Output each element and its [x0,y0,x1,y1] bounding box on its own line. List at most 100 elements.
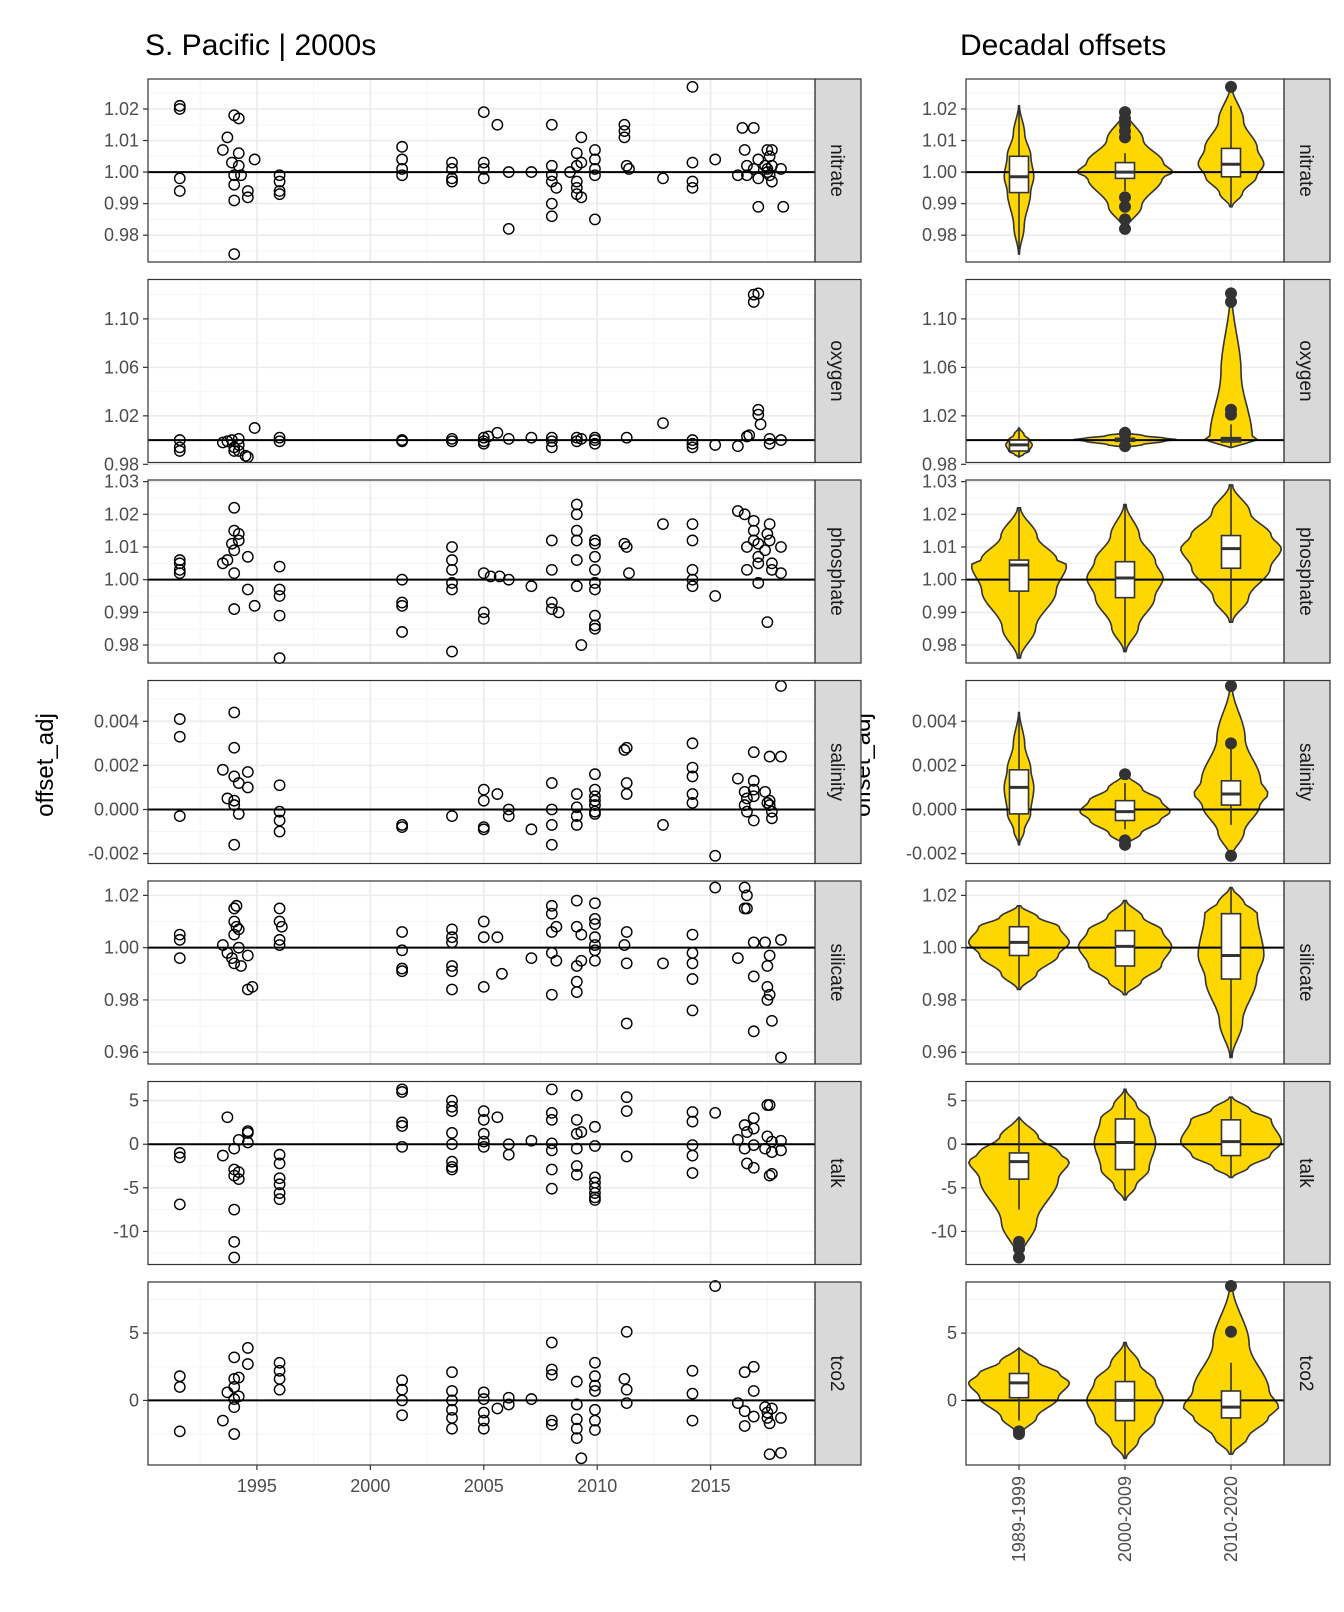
data-point [396,1120,408,1132]
data-point [396,140,408,153]
x-category-label-2010-2020: 2010-2020 [1221,1476,1241,1562]
data-point [570,1089,583,1102]
data-point [273,560,286,573]
data-point [228,1372,241,1385]
data-point [491,788,504,800]
data-point [228,902,241,915]
data-point [396,626,408,638]
data-point [686,580,699,593]
data-point [545,988,558,1001]
data-point [502,1398,515,1411]
data-point [686,518,699,531]
right-strip-tco2 [1283,1281,1331,1466]
data-point [575,1452,588,1465]
data-point [275,920,288,933]
data-point [589,622,601,635]
data-point [589,1414,601,1427]
right-y-tick-label: -5 [941,1178,957,1198]
data-point [502,1391,515,1404]
data-point [228,794,241,807]
data-point [446,1163,458,1176]
data-point [589,537,601,550]
data-point [273,175,286,188]
data-point [618,537,631,550]
data-point [545,899,558,912]
left-y-tick-label: 5 [129,1091,139,1111]
data-point [741,1126,753,1138]
data-point [228,741,241,754]
data-point [241,1127,254,1139]
box-outlier [1225,680,1237,693]
data-point [589,619,601,632]
data-point [396,596,408,609]
data-point [477,1393,490,1405]
data-point [173,713,186,725]
data-point [216,1149,229,1162]
right-violin-plot: 0.98 0.99 1.00 1.01 1.02 nitrate 0.98 1.02 1.06 1… [906,78,1331,1562]
data-point [731,772,744,785]
box-outlier [1119,440,1131,453]
data-point [216,763,229,776]
data-point [545,197,558,210]
data-point [589,1379,601,1392]
right-strip-label-salinity: salinity [1295,743,1316,802]
data-point [761,994,774,1006]
box-iqr [1008,559,1030,592]
data-point [741,541,753,553]
data-point [570,534,583,547]
data-point [545,1368,558,1381]
data-point [545,159,558,172]
data-point [747,790,760,803]
data-point [525,580,538,593]
data-point [709,590,722,602]
panel-border [147,278,816,464]
data-point [525,166,538,178]
right-strip-label-nitrate: nitrate [1295,144,1316,197]
data-point [570,580,583,593]
data-point [446,541,458,553]
right-y-tick-label: 0 [947,1134,957,1154]
data-point [477,1406,490,1419]
data-point [221,131,234,144]
data-point [241,583,254,596]
data-point [446,1100,458,1113]
data-point [446,577,458,589]
data-point [396,1374,408,1387]
data-point [446,175,458,188]
data-point [545,1113,558,1126]
box-iqr [1220,912,1242,980]
right-y-tick-label: 1.02 [922,885,957,905]
data-point [589,583,601,596]
data-point [232,528,245,540]
data-point [657,819,669,831]
data-point [589,1356,601,1369]
data-point [502,803,515,816]
data-point [775,1134,787,1147]
data-point [747,774,760,787]
x-tick-label: 2015 [691,1476,731,1496]
data-point [747,1025,760,1038]
data-point [228,603,241,615]
data-point [763,1448,776,1461]
data-point [686,534,699,547]
data-point [618,118,631,131]
left-y-tick-label: 0.98 [104,635,139,655]
left-y-tick-label: 0.98 [104,225,139,245]
data-point [747,163,760,175]
left-y-tick-label: 1.10 [104,309,139,329]
data-point [747,288,760,301]
data-point [173,1147,186,1159]
data-point [589,550,601,563]
data-point [228,957,241,970]
data-point [446,923,458,936]
data-point [620,1383,633,1396]
data-point [273,779,286,792]
data-point [241,781,254,794]
data-point [747,1360,760,1373]
data-point [570,894,583,907]
data-point [173,103,186,115]
data-point [396,1140,408,1153]
data-point [752,550,765,563]
data-point [763,518,776,531]
data-point [731,505,744,517]
